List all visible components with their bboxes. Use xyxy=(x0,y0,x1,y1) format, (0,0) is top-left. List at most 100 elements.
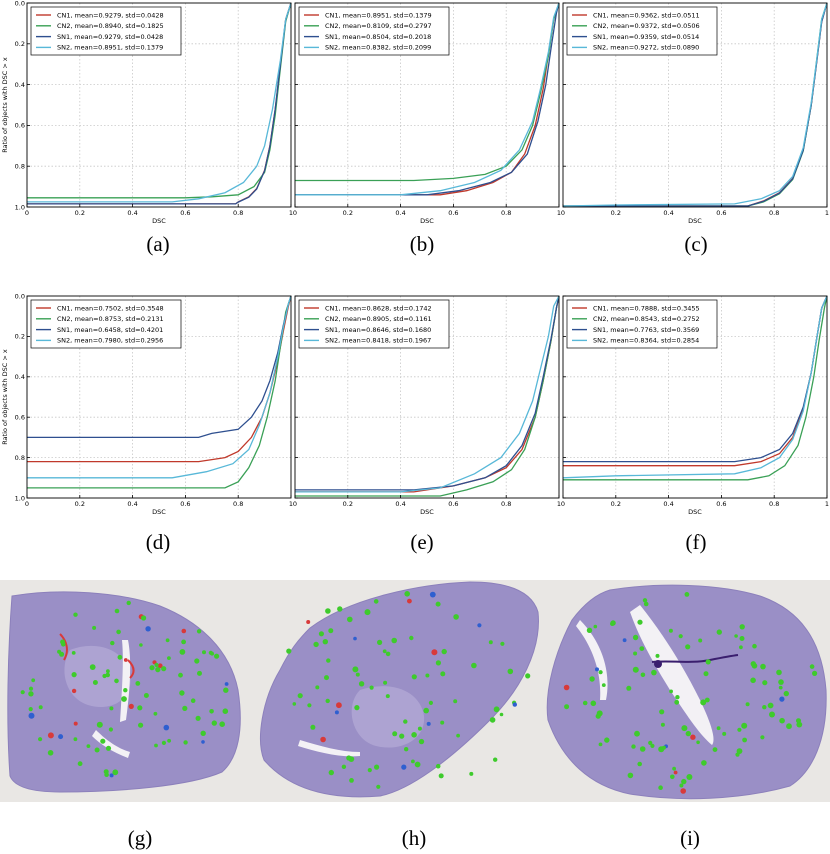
detection-dot xyxy=(143,693,149,698)
detection-dot xyxy=(739,645,743,650)
detection-dot xyxy=(181,628,187,634)
detection-dot xyxy=(94,747,100,753)
legend-entry: SN1, mean=0.9279, std=0.0428 xyxy=(57,33,163,41)
detection-dot xyxy=(650,743,655,749)
x-tick-label: 0.6 xyxy=(180,209,190,217)
y-axis-label: Ratio of objects with DSC > x xyxy=(1,57,9,153)
detection-dot xyxy=(453,614,459,620)
detection-dot xyxy=(648,740,653,746)
detection-dot xyxy=(352,666,359,673)
detection-dot xyxy=(328,628,334,634)
detection-dot xyxy=(500,641,505,646)
detection-dot xyxy=(71,651,76,655)
detection-dot xyxy=(586,627,593,633)
detection-dot xyxy=(201,740,205,744)
detection-dot xyxy=(183,740,188,745)
detection-dot xyxy=(105,672,110,678)
detection-dot xyxy=(155,667,161,673)
detection-dot xyxy=(336,702,342,709)
legend-box xyxy=(30,6,182,56)
detection-dot xyxy=(643,601,649,607)
detection-dot xyxy=(364,609,371,616)
plot-frame xyxy=(562,2,828,208)
legend: CN1, mean=0.7888, std=0.3455 CN2, mean=0.… xyxy=(566,299,718,349)
detection-dot xyxy=(658,785,663,790)
detection-dot xyxy=(705,659,711,665)
x-tick-label: 0.2 xyxy=(611,209,621,217)
x-tick-label: 1 xyxy=(557,500,561,508)
detection-dot xyxy=(739,636,745,641)
chart-d: 0 0.2 0.4 0.6 0.8 1 DSC 0.0 0.2 0.4 0.6 0.8 1.0 Ratio… xyxy=(1,292,293,516)
detection-dot xyxy=(307,703,312,708)
plot-frame xyxy=(294,2,560,208)
detection-dot xyxy=(627,772,634,779)
x-tick-label: 0.2 xyxy=(611,500,621,508)
detection-dot xyxy=(385,651,391,657)
detection-dot xyxy=(92,625,97,630)
x-tick-label: 0.2 xyxy=(343,500,353,508)
detection-dot xyxy=(60,639,66,645)
y-tick-label: 0.4 xyxy=(15,373,25,381)
chart-f: 0 0.2 0.4 0.6 0.8 1 DSC CN1, mean=0.7888, std=0… xyxy=(561,295,829,516)
y-axis-label: Ratio of objects with DSC > x xyxy=(1,349,9,445)
detection-dot xyxy=(678,634,683,639)
detection-dot xyxy=(411,759,415,764)
detection-dot xyxy=(471,662,477,669)
detection-dot xyxy=(71,688,77,694)
detections-i xyxy=(563,592,818,794)
y-tick-label: 0.8 xyxy=(15,454,25,462)
detection-dot xyxy=(157,663,163,669)
detection-dot xyxy=(640,672,646,678)
detection-dot xyxy=(525,673,531,679)
x-tick-label: 1 xyxy=(825,209,829,217)
detection-dot xyxy=(341,764,347,769)
legend: CN1, mean=0.9279, std=0.0428 CN2, mean=0.… xyxy=(30,6,182,56)
detection-dot xyxy=(426,721,431,726)
detection-dot xyxy=(750,661,756,667)
detection-dot xyxy=(403,719,408,724)
detection-dot xyxy=(651,669,657,676)
detection-dot xyxy=(685,730,691,737)
detection-dot xyxy=(489,717,496,723)
x-tick-label: 1 xyxy=(289,209,293,217)
x-tick-label: 1 xyxy=(289,500,293,508)
x-tick-label: 0.4 xyxy=(663,500,673,508)
detection-dot xyxy=(812,670,818,677)
detection-dot xyxy=(121,696,127,702)
detection-dot xyxy=(117,654,123,660)
detection-dot xyxy=(376,784,381,789)
detection-dot xyxy=(604,737,610,743)
detection-dot xyxy=(114,678,119,684)
detection-dot xyxy=(369,685,374,690)
legend-entry: SN1, mean=0.8646, std=0.1680 xyxy=(325,326,431,334)
x-tick-label: 0.2 xyxy=(75,500,85,508)
detection-dot xyxy=(322,639,328,645)
detection-dot xyxy=(73,612,78,617)
x-tick-label: 1 xyxy=(825,500,829,508)
x-axis-label: DSC xyxy=(688,217,702,225)
detection-dot xyxy=(128,703,134,710)
detection-dot xyxy=(161,666,167,672)
legend: CN1, mean=0.9362, std=0.0511 CN2, mean=0.… xyxy=(566,6,718,56)
detection-dot xyxy=(358,681,365,687)
detection-dot xyxy=(96,721,103,728)
y-tick-label: 0.4 xyxy=(15,81,25,89)
legend-entry: SN1, mean=0.6458, std=0.4201 xyxy=(57,326,163,334)
detection-dot xyxy=(786,723,792,730)
detection-dot xyxy=(202,650,206,655)
legend-entry: SN1, mean=0.7763, std=0.3569 xyxy=(593,326,699,334)
x-tick-label: 0 xyxy=(25,209,29,217)
detection-dot xyxy=(493,757,498,762)
y-tick-label: 1.0 xyxy=(15,203,25,211)
detection-dot xyxy=(425,673,430,678)
detection-dot xyxy=(661,745,666,750)
detection-dot xyxy=(222,708,229,714)
legend-box xyxy=(298,299,450,349)
detection-dot xyxy=(315,685,320,690)
detection-dot xyxy=(680,788,686,794)
detection-dot xyxy=(722,731,727,736)
detection-dot xyxy=(149,665,155,671)
x-tick-label: 0 xyxy=(561,500,565,508)
x-tick-label: 0 xyxy=(293,500,297,508)
detection-dot xyxy=(582,700,588,706)
